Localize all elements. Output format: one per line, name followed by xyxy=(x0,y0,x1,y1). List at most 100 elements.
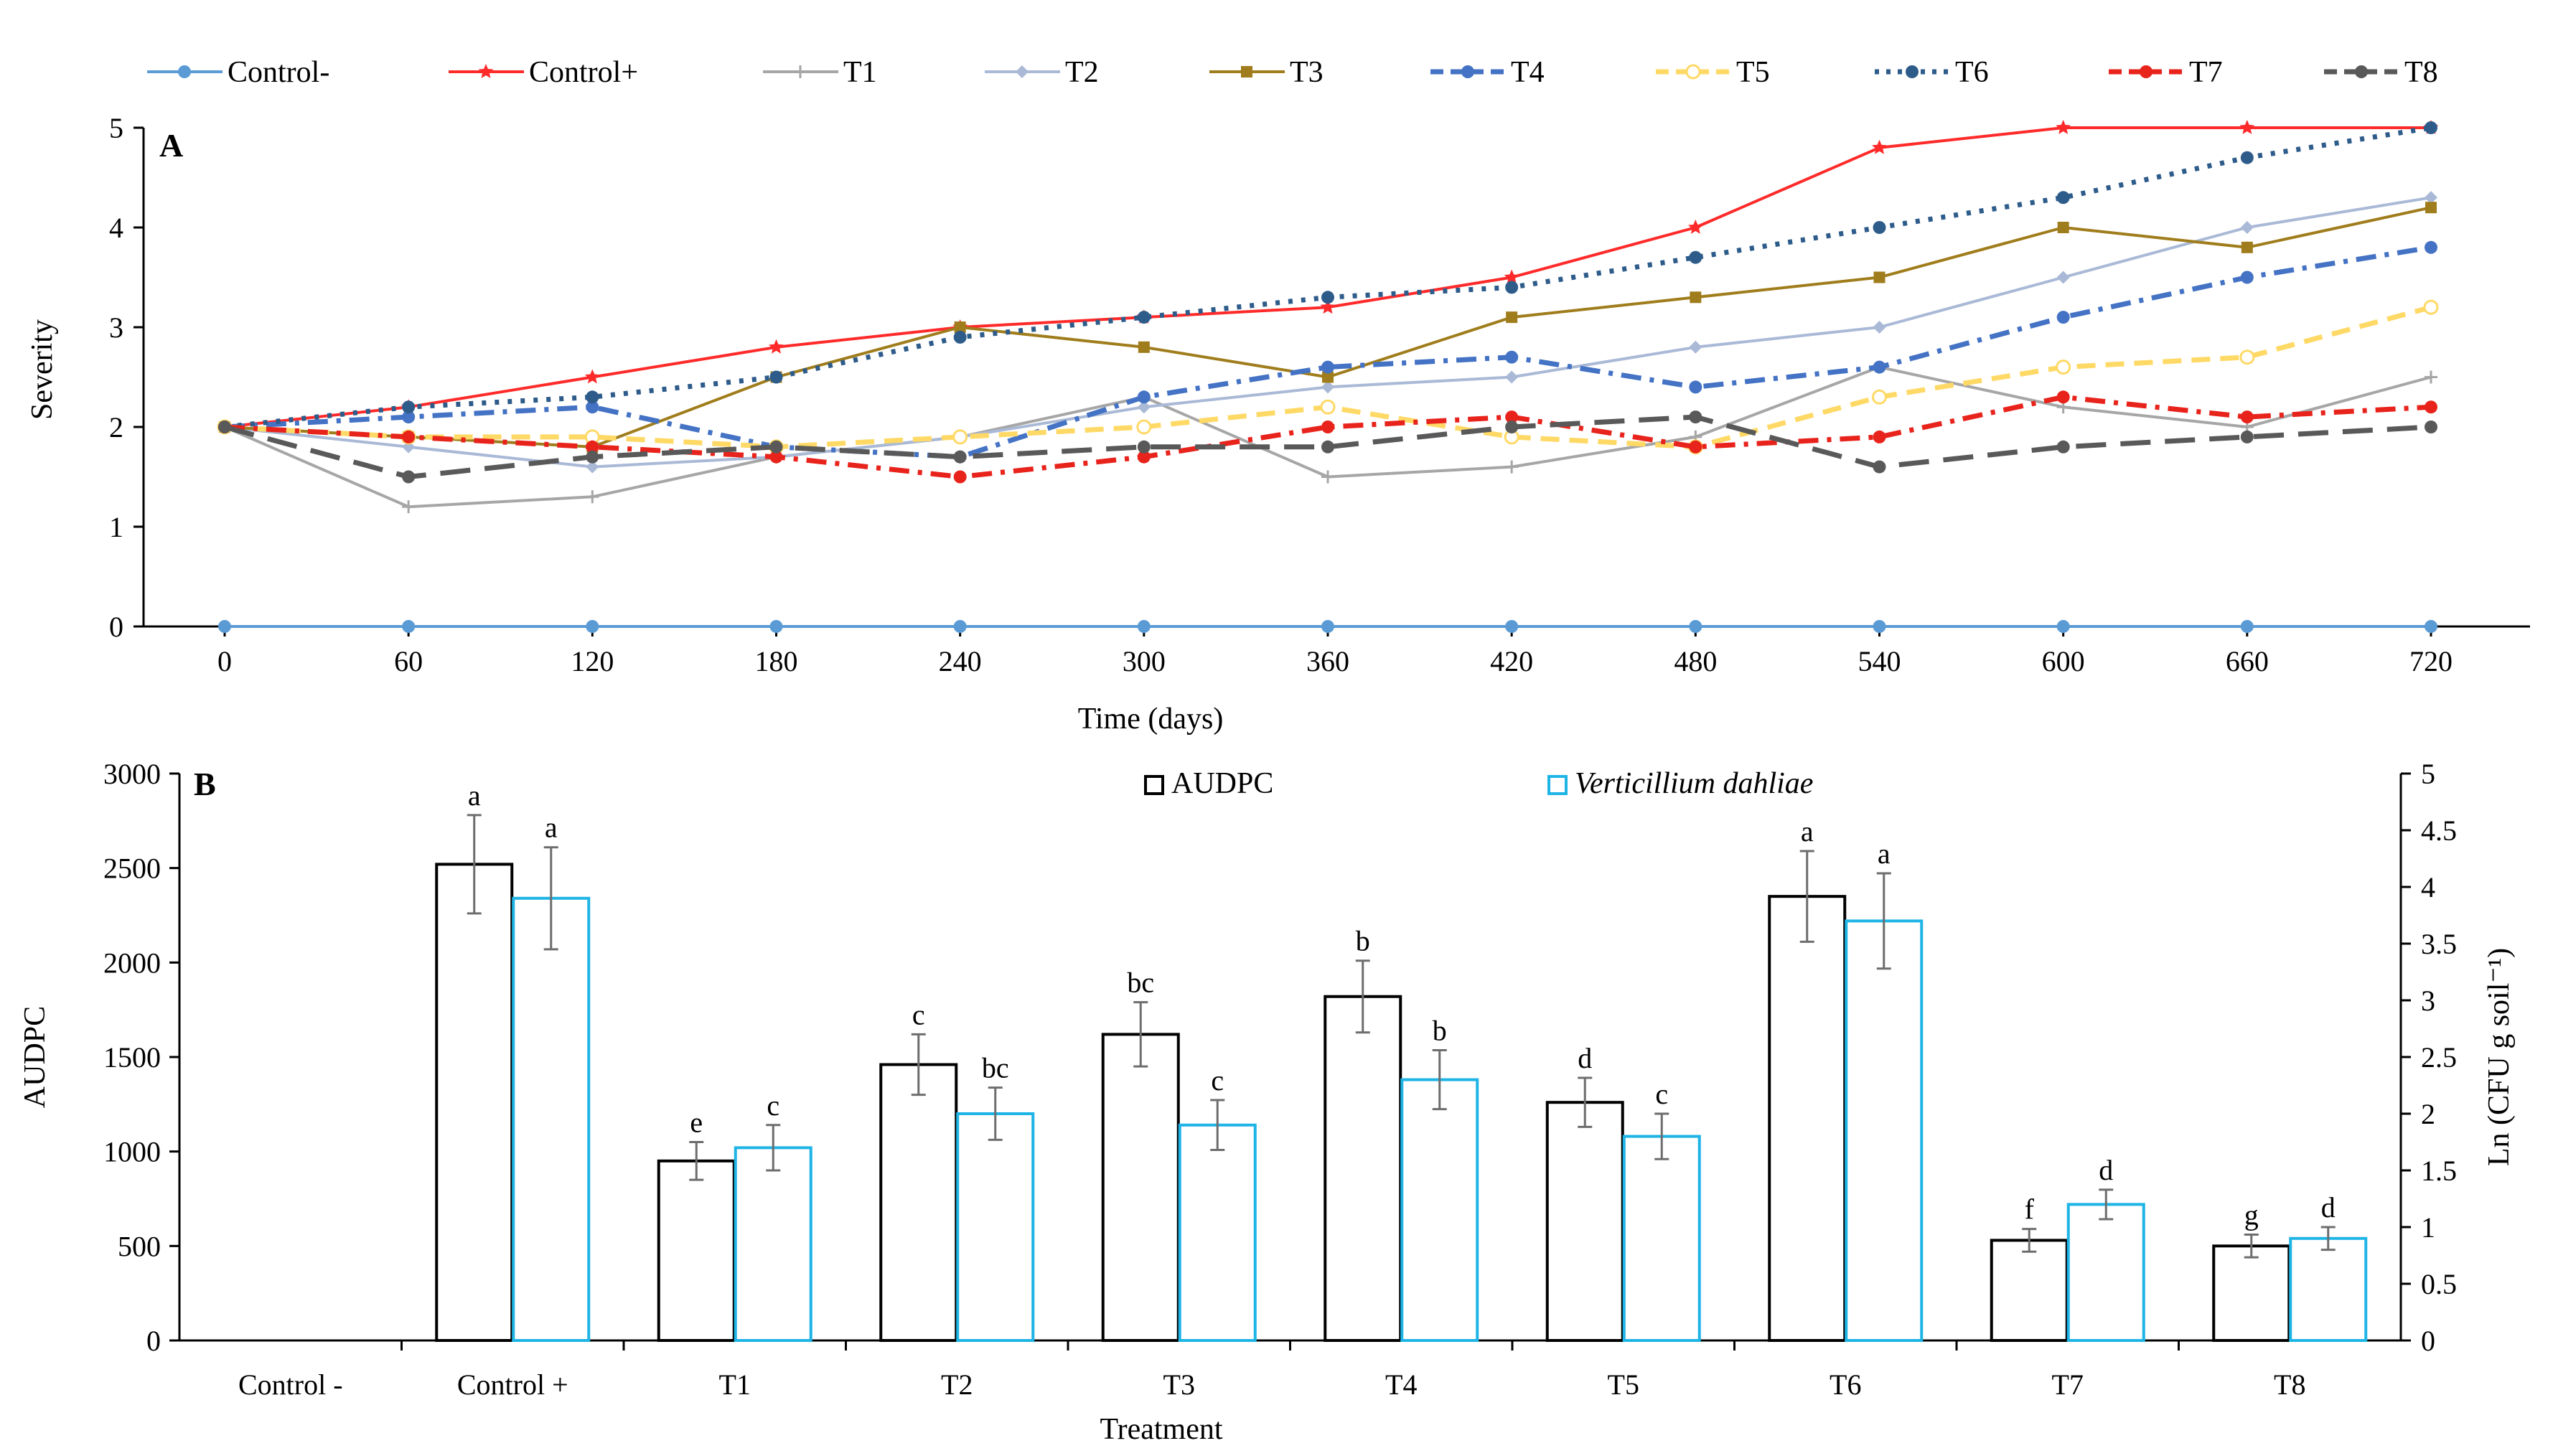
bar-audpc xyxy=(1545,1101,1624,1342)
data-point xyxy=(1689,620,1702,633)
data-point xyxy=(952,429,968,445)
significance-letter: d xyxy=(2099,1154,2113,1186)
panel-a-ytick-label: 1 xyxy=(109,511,123,543)
panel-b-xtick-label: T3 xyxy=(1163,1368,1195,1401)
significance-letter: a xyxy=(1878,837,1891,870)
data-point xyxy=(1136,419,1152,435)
data-point xyxy=(1504,269,1519,284)
bar-verticillium-dahliae xyxy=(956,1112,1035,1342)
bar-verticillium-dahliae xyxy=(734,1146,812,1343)
significance-letter: b xyxy=(1433,1015,1447,1047)
error-bar xyxy=(1355,959,1370,1034)
significance-letter: c xyxy=(1211,1064,1224,1096)
panel-b-ytick-label: 500 xyxy=(118,1230,161,1262)
legend-panel-a: Control- Control+ T1 T2 T3 T4 T5 T6 T7 T8 xyxy=(147,56,2438,89)
significance-letter: f xyxy=(2025,1193,2035,1226)
panel-b-y2tick-label: 4 xyxy=(2421,871,2435,903)
data-point xyxy=(1505,620,1519,633)
legend-label: Control- xyxy=(228,56,329,89)
data-point xyxy=(1873,321,1886,334)
legend-marker xyxy=(794,65,807,78)
legend-item-control-: Control+ xyxy=(449,56,638,89)
significance-letter: bc xyxy=(982,1052,1009,1084)
panel-a-xtick-label: 300 xyxy=(1123,645,1166,677)
data-point xyxy=(1505,350,1519,364)
data-point xyxy=(2423,299,2439,315)
legend-marker xyxy=(1461,65,1474,78)
bar-verticillium-dahliae xyxy=(1622,1135,1701,1342)
series-t8 xyxy=(218,410,2437,484)
data-point xyxy=(1320,299,1336,314)
panel-a-ytick-label: 2 xyxy=(109,411,123,443)
legend-item-control-: Control- xyxy=(147,56,329,89)
legend-label: AUDPC xyxy=(1171,767,1273,800)
data-point xyxy=(1137,620,1151,633)
data-point xyxy=(1137,390,1151,404)
panel-b-y2tick-label: 3 xyxy=(2421,985,2435,1017)
data-point xyxy=(2056,390,2070,404)
bar-verticillium-dahliae xyxy=(2066,1203,2145,1343)
data-point xyxy=(2239,120,2255,134)
data-point xyxy=(402,400,416,414)
bar-audpc xyxy=(879,1063,958,1342)
data-point xyxy=(769,450,783,464)
panel-b-xtick-label: Control - xyxy=(238,1368,343,1401)
bar-audpc xyxy=(1101,1033,1180,1343)
data-point xyxy=(2056,191,2070,205)
data-point xyxy=(586,440,599,454)
data-point xyxy=(1506,311,1518,324)
data-point xyxy=(402,500,416,514)
error-bar xyxy=(1799,850,1814,943)
panel-b-xlabel: Treatment xyxy=(1100,1413,1222,1446)
data-point xyxy=(1505,370,1519,384)
panel-a-xlabel: Time (days) xyxy=(1078,703,1224,736)
panel-b-ytick-label: 1000 xyxy=(103,1136,161,1168)
data-point xyxy=(1873,460,1886,474)
data-point xyxy=(1689,440,1702,454)
data-point xyxy=(2425,400,2437,414)
panel-b-y2tick-label: 0.5 xyxy=(2421,1268,2457,1300)
significance-letter: c xyxy=(767,1089,779,1122)
panel-a-ytick-label: 4 xyxy=(109,212,123,244)
data-point xyxy=(2056,271,2070,284)
data-point xyxy=(586,400,599,414)
panel-a-xtick-label: 60 xyxy=(394,645,423,677)
data-point xyxy=(1137,450,1151,464)
data-point xyxy=(2240,151,2254,164)
data-point xyxy=(2239,349,2255,365)
data-point xyxy=(586,490,599,504)
data-point xyxy=(1505,281,1519,294)
legend-marker xyxy=(1241,66,1252,78)
data-point xyxy=(2240,410,2254,424)
data-point xyxy=(1872,389,1887,405)
data-point xyxy=(1689,380,1702,394)
legend-label: Control+ xyxy=(529,56,638,89)
error-bar xyxy=(689,1141,704,1181)
legend-item-t5: T5 xyxy=(1656,56,1770,89)
legend-item-t8: T8 xyxy=(2324,56,2438,89)
panel-a-xtick-label: 660 xyxy=(2226,645,2269,677)
significance-letter: a xyxy=(468,779,481,812)
error-bar xyxy=(2320,1226,2336,1251)
data-point xyxy=(1505,421,1519,433)
data-point xyxy=(1873,221,1886,234)
legend-item-t7: T7 xyxy=(2109,56,2223,89)
data-point xyxy=(2057,222,2069,233)
panel-b-y2tick-label: 3.5 xyxy=(2421,928,2457,960)
panel-a-ytick-label: 0 xyxy=(109,611,123,643)
legend-marker xyxy=(478,64,494,78)
data-point xyxy=(1873,360,1886,374)
panel-b-y2tick-label: 4.5 xyxy=(2421,814,2457,847)
data-point xyxy=(1873,430,1886,443)
data-point xyxy=(586,390,599,404)
panel-b-xtick-label: T6 xyxy=(1830,1368,1861,1401)
panel-b-y2tick-label: 1.5 xyxy=(2421,1155,2457,1187)
panel-a-ytick-label: 5 xyxy=(109,112,123,144)
panel-a-xtick-label: 120 xyxy=(571,645,614,677)
bar-verticillium-dahliae xyxy=(1845,919,1924,1342)
legend-marker xyxy=(178,65,191,78)
error-bar xyxy=(1133,1001,1148,1068)
data-point xyxy=(953,450,967,464)
legend-item-t6: T6 xyxy=(1875,56,1989,89)
data-point xyxy=(1321,421,1334,433)
